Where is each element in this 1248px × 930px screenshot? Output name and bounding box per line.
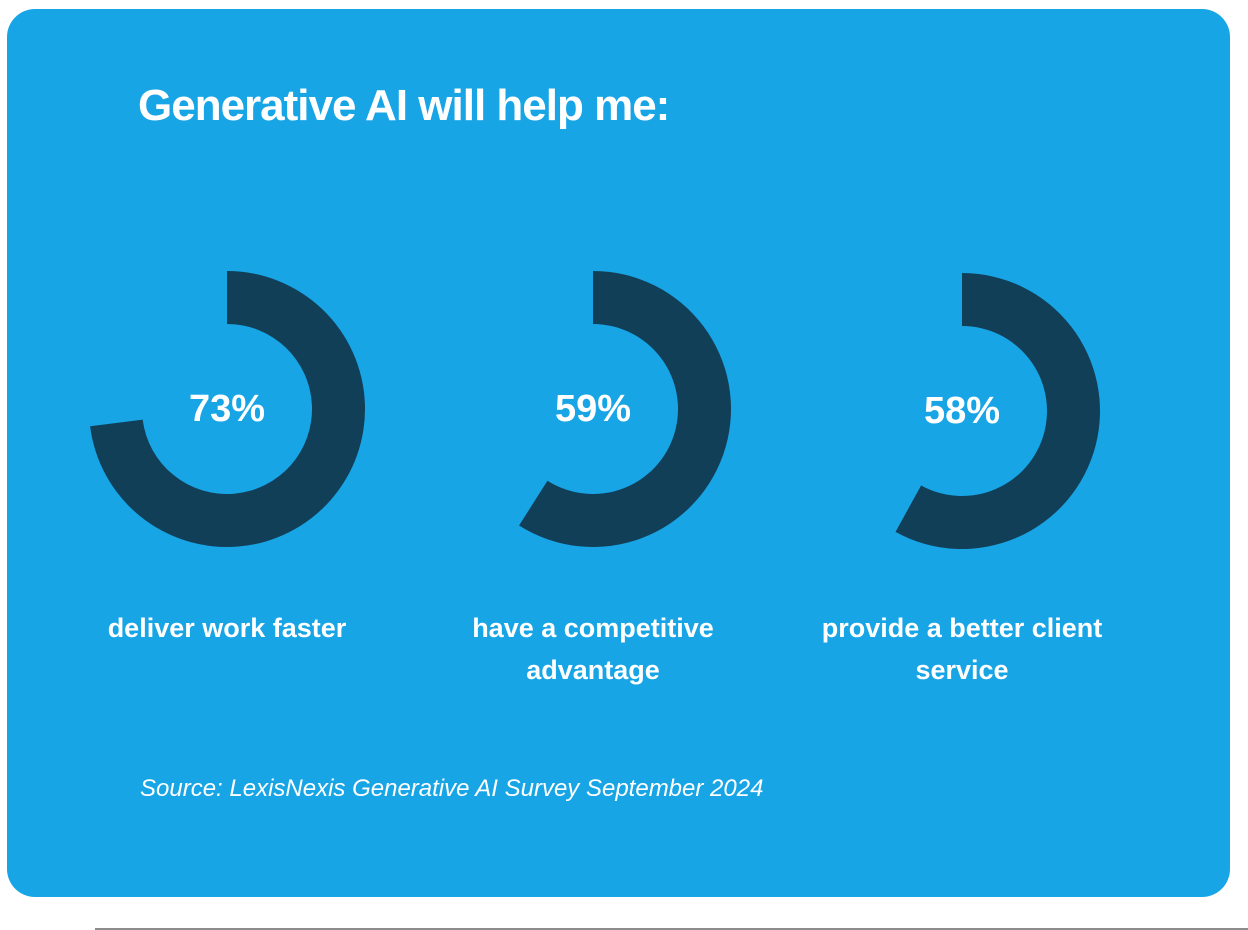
donut-gauge-1: 73% bbox=[87, 269, 367, 549]
category-label-2: have a competitive advantage bbox=[472, 613, 714, 685]
percent-value-2: 59% bbox=[554, 387, 632, 430]
donut-gauge-3: 58% bbox=[822, 271, 1102, 551]
category-label-3: provide a better client service bbox=[821, 613, 1103, 685]
category-label-1: deliver work faster bbox=[107, 613, 347, 643]
percent-value-3: 58% bbox=[923, 389, 1001, 432]
donut-arc-icon bbox=[90, 271, 366, 547]
percent-value-1: 73% bbox=[188, 387, 266, 430]
donut-gauge-2: 59% bbox=[453, 269, 733, 549]
infographic-card: Generative AI will help me: 73% 59% 58% … bbox=[7, 9, 1230, 897]
donut-arc-icon bbox=[895, 273, 1101, 549]
donut-arc-icon bbox=[519, 271, 731, 547]
chart-title: Generative AI will help me: bbox=[138, 81, 670, 130]
source-note: Source: LexisNexis Generative AI Survey … bbox=[140, 775, 764, 802]
bottom-divider-line bbox=[95, 928, 1248, 930]
